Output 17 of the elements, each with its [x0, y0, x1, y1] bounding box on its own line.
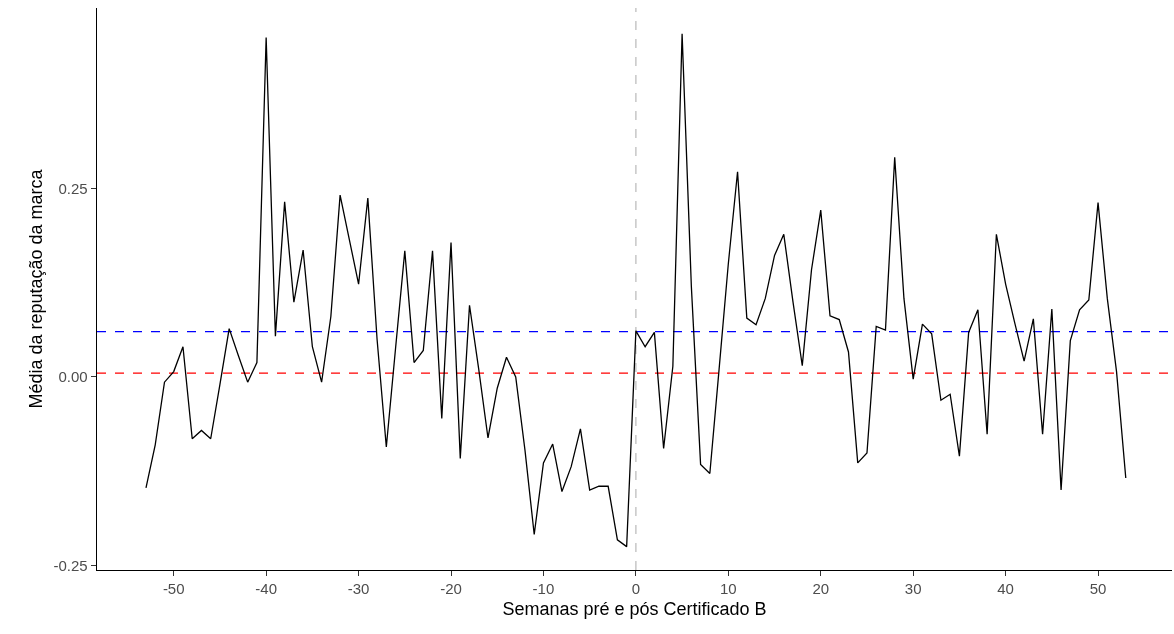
- x-tick-label: 20: [812, 580, 830, 598]
- x-tick-label: 0: [631, 580, 641, 598]
- x-tick-label: -40: [255, 580, 277, 598]
- y-axis-title: Média da reputação da marca: [25, 168, 46, 409]
- y-tick-label: 0.00: [58, 368, 88, 386]
- y-tick-label: -0.25: [53, 556, 88, 574]
- x-tick-label: -10: [532, 580, 555, 598]
- line-series: [145, 33, 1127, 548]
- x-tick-label: 30: [904, 580, 922, 598]
- x-tick-label: -30: [347, 580, 370, 598]
- x-tick-label: -20: [440, 580, 462, 598]
- x-tick-label: 40: [997, 580, 1014, 598]
- x-tick-label: 10: [719, 580, 737, 598]
- x-tick-label: -50: [162, 580, 185, 598]
- x-tick-label: 50: [1089, 580, 1107, 598]
- y-tick-label: 0.25: [58, 179, 88, 197]
- x-axis-title: Semanas pré e pós Certificado B: [502, 599, 767, 620]
